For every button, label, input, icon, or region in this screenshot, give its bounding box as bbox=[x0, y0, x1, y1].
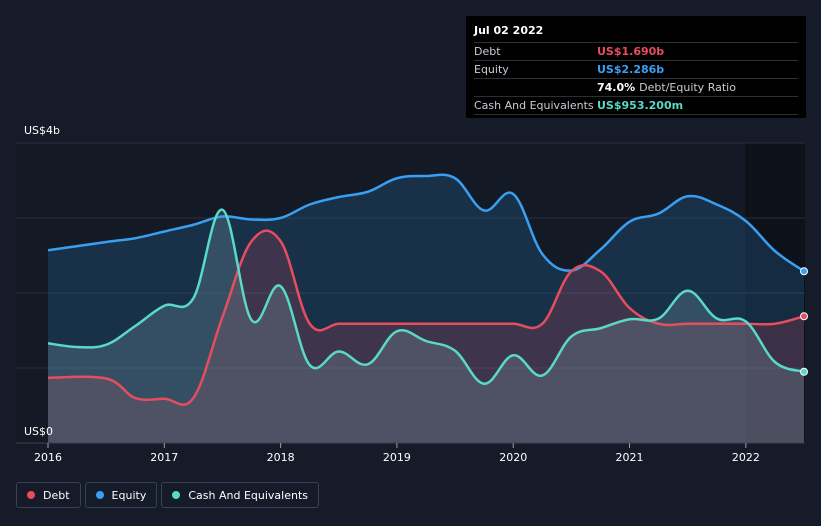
line-debt bbox=[47, 229, 805, 406]
x-tick-label-2022: 2022 bbox=[732, 451, 760, 464]
line-equity bbox=[47, 173, 805, 273]
tooltip-cash-label: Cash And Equivalents bbox=[474, 99, 594, 112]
tooltip-ratio-label bbox=[474, 79, 597, 96]
tooltip-debt-label: Debt bbox=[474, 45, 501, 58]
x-tick-label-2016: 2016 bbox=[34, 451, 62, 464]
endpoint-cash-and-equivalents bbox=[800, 367, 808, 376]
legend-item-equity[interactable]: Equity bbox=[84, 482, 158, 508]
x-tick-label-2017: 2017 bbox=[150, 451, 178, 464]
area-debt bbox=[48, 230, 804, 443]
y-axis-bottom-label: US$0 bbox=[24, 425, 53, 438]
tooltip-ratio-caption: Debt/Equity Ratio bbox=[639, 81, 736, 94]
legend-label-debt: Debt bbox=[43, 488, 70, 502]
legend-item-debt[interactable]: Debt bbox=[16, 482, 81, 508]
tooltip-equity-label: Equity bbox=[474, 63, 509, 76]
tooltip-row-debt: Debt US$1.690b bbox=[474, 42, 798, 60]
legend-label-cash: Cash And Equivalents bbox=[188, 488, 308, 502]
endpoint-equity bbox=[800, 267, 808, 276]
y-axis-top-label: US$4b bbox=[24, 124, 60, 137]
tooltip-row-cash: Cash And Equivalents US$953.200m bbox=[474, 96, 798, 115]
tooltip-row-equity: Equity US$2.286b bbox=[474, 60, 798, 78]
line-cash-and-equivalents bbox=[47, 208, 805, 385]
tooltip-debt-value: US$1.690b bbox=[597, 45, 665, 58]
hover-tooltip: Jul 02 2022 Debt US$1.690b Equity US$2.2… bbox=[466, 16, 806, 118]
x-tick-label-2021: 2021 bbox=[616, 451, 644, 464]
area-equity bbox=[48, 174, 804, 444]
legend-label-equity: Equity bbox=[111, 488, 147, 502]
chart-legend: Debt Equity Cash And Equivalents bbox=[16, 482, 319, 508]
tooltip-row-ratio: 74.0% Debt/Equity Ratio bbox=[474, 78, 798, 96]
x-tick-label-2020: 2020 bbox=[499, 451, 527, 464]
legend-dot-equity bbox=[95, 491, 104, 499]
tooltip-cash-value: US$953.200m bbox=[597, 99, 684, 112]
x-tick-label-2019: 2019 bbox=[383, 451, 411, 464]
tooltip-date: Jul 02 2022 bbox=[474, 24, 544, 37]
tooltip-equity-value: US$2.286b bbox=[597, 63, 665, 76]
legend-dot-debt bbox=[27, 491, 35, 499]
legend-dot-cash bbox=[172, 491, 181, 499]
legend-item-cash[interactable]: Cash And Equivalents bbox=[161, 482, 319, 508]
endpoint-debt bbox=[800, 312, 808, 321]
x-tick-label-2018: 2018 bbox=[267, 451, 295, 464]
tooltip-ratio-value: 74.0% bbox=[597, 81, 636, 94]
